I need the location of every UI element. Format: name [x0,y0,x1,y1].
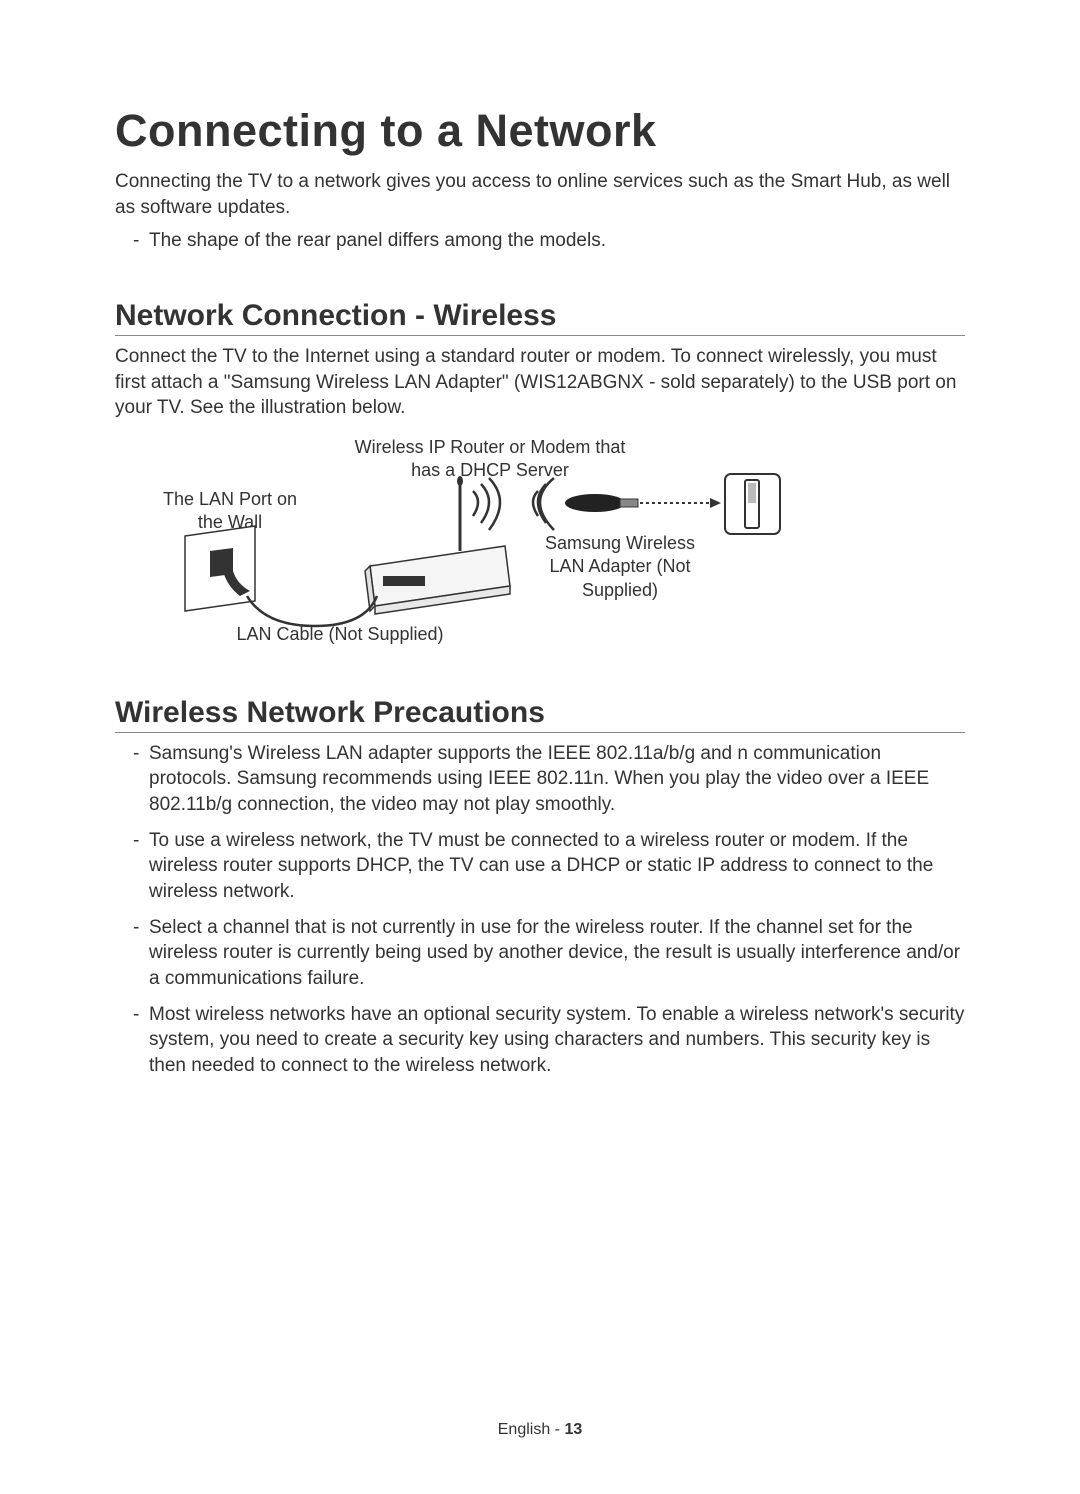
network-diagram: Wireless IP Router or Modem that has a D… [115,436,965,646]
diagram-svg [115,436,965,646]
tv-port-icon [725,474,780,534]
page-footer: English - 13 [0,1421,1080,1439]
router-icon [365,476,510,614]
precaution-item: To use a wireless network, the TV must b… [133,828,965,905]
intro-note-list: The shape of the rear panel differs amon… [133,228,965,254]
lan-cable-icon [247,596,377,626]
wall-plate-icon [185,526,255,611]
footer-language: English [498,1421,550,1438]
intro-note-item: The shape of the rear panel differs amon… [133,228,965,254]
page-title: Connecting to a Network [115,105,965,157]
intro-paragraph: Connecting the TV to a network gives you… [115,169,965,220]
precaution-item: Most wireless networks have an optional … [133,1002,965,1079]
footer-separator: - [550,1421,564,1438]
precaution-item: Select a channel that is not currently i… [133,915,965,992]
precautions-list: Samsung's Wireless LAN adapter supports … [133,741,965,1079]
section-wireless-title: Network Connection - Wireless [115,299,965,336]
footer-page-number: 13 [564,1421,582,1438]
arrow-head-icon [710,498,721,508]
section-wireless-text: Connect the TV to the Internet using a s… [115,344,965,421]
precaution-item: Samsung's Wireless LAN adapter supports … [133,741,965,818]
usb-adapter-icon [533,478,638,530]
section-precautions-title: Wireless Network Precautions [115,696,965,733]
